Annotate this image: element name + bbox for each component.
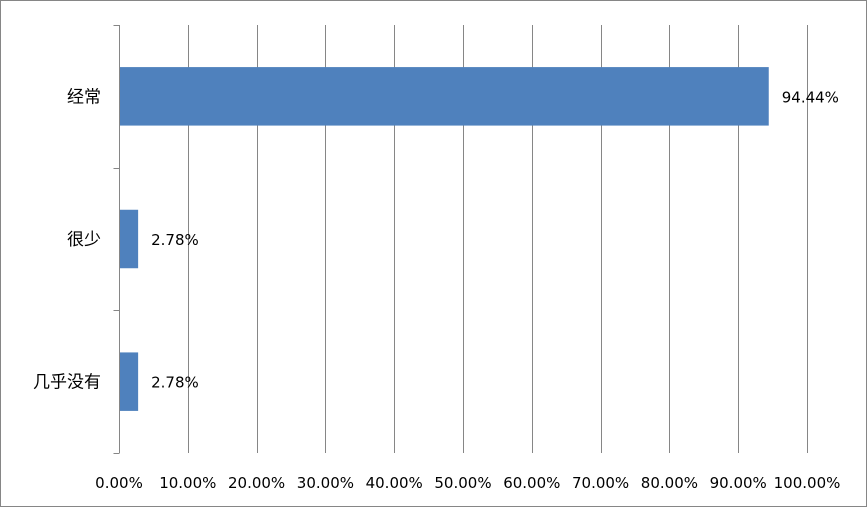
data-label: 94.44%	[782, 88, 839, 106]
bars	[120, 67, 769, 411]
x-tick-label: 50.00%	[434, 474, 491, 492]
x-tick-label: 20.00%	[228, 474, 285, 492]
x-tick-label: 30.00%	[297, 474, 354, 492]
category-label: 经常	[67, 87, 101, 107]
bar-3	[120, 352, 139, 411]
x-tick-label: 70.00%	[572, 474, 629, 492]
x-tick-label: 90.00%	[710, 474, 767, 492]
category-label: 很少	[67, 230, 101, 250]
x-tick-label: 80.00%	[641, 474, 698, 492]
bar-2	[120, 209, 139, 269]
data-label: 2.78%	[151, 374, 199, 392]
x-tick-label: 10.00%	[159, 474, 216, 492]
labels: 0.00% 10.00% 20.00% 30.00% 40.00% 50.00% 60.00…	[33, 87, 840, 492]
x-tick-label: 100.00%	[774, 474, 841, 492]
x-tick-label: 40.00%	[366, 474, 423, 492]
bar-1	[120, 67, 769, 126]
axes	[113, 25, 120, 454]
data-label: 2.78%	[151, 231, 199, 249]
x-tick-label: 0.00%	[95, 474, 143, 492]
category-label: 几乎没有	[33, 373, 101, 393]
x-tick-label: 60.00%	[503, 474, 560, 492]
